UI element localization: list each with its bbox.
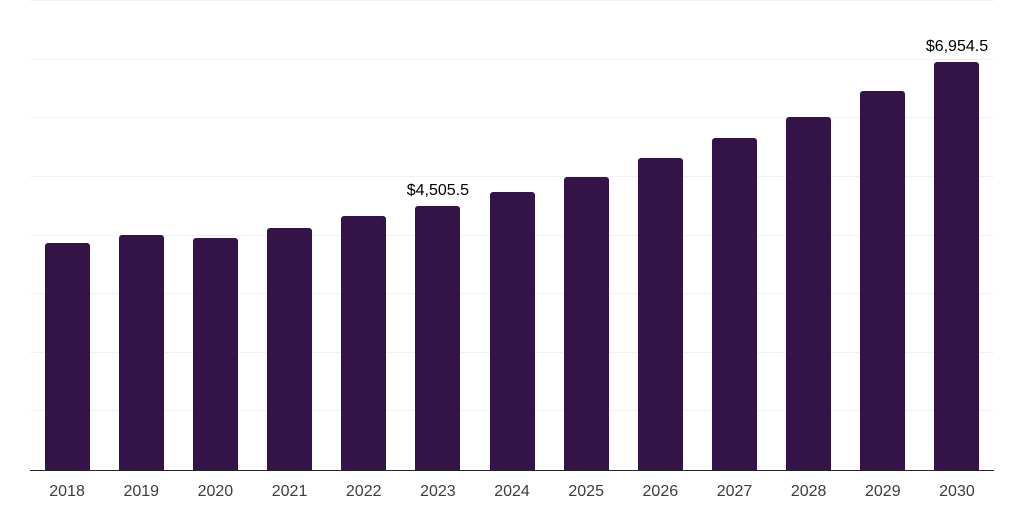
gridline-5000 (30, 175, 994, 177)
bar-slot-2018 (30, 1, 104, 470)
data-label-2030: $6,954.5 (925, 38, 989, 56)
bar-2026 (637, 158, 683, 470)
bar-2025 (563, 176, 609, 470)
gridline-6000 (30, 117, 994, 119)
x-tick-label-2024: 2024 (494, 483, 530, 500)
bar-2030 (934, 62, 980, 470)
gridline-7000 (30, 58, 994, 60)
bars-container: $4,505.5 $6,954.5 (30, 1, 994, 470)
bar-slot-2019 (104, 1, 178, 470)
bar-slot-2022 (327, 1, 401, 470)
x-tick-label-2027: 2027 (716, 483, 753, 500)
bar-2022 (341, 215, 387, 470)
x-tick-label-2022: 2022 (345, 483, 382, 500)
bar-2023 (415, 205, 461, 470)
bar-2024 (489, 191, 535, 470)
bar-slot-2023: $4,505.5 (401, 1, 475, 470)
bar-2027 (711, 138, 757, 470)
bar-slot-2028 (772, 1, 846, 470)
bar-2021 (267, 228, 313, 470)
bar-slot-2030: $6,954.5 (920, 1, 994, 470)
bar-slot-2029 (846, 1, 920, 470)
x-tick-label-2021: 2021 (271, 483, 308, 500)
bar-2018 (44, 242, 90, 470)
x-tick-label-2029: 2029 (865, 483, 901, 500)
bar-2019 (118, 234, 164, 470)
x-tick-label-2025: 2025 (568, 483, 604, 500)
bar-slot-2027 (697, 1, 771, 470)
x-tick-label-2020: 2020 (197, 483, 234, 500)
bar-slot-2024 (475, 1, 549, 470)
data-label-2023: $4,505.5 (406, 181, 469, 199)
x-tick-label-2019: 2019 (123, 483, 160, 500)
plot-area: $4,505.5 $6,954.5 (30, 0, 994, 471)
bar-slot-2026 (623, 1, 697, 470)
x-tick-label-2018: 2018 (49, 483, 85, 500)
bar-slot-2020 (178, 1, 252, 470)
bar-slot-2025 (549, 1, 623, 470)
bar-2029 (860, 91, 906, 470)
bar-slot-2021 (252, 1, 326, 470)
bar-2020 (192, 238, 238, 470)
x-tick-label-2028: 2028 (790, 483, 827, 500)
x-tick-label-2026: 2026 (642, 483, 679, 500)
x-tick-label-2023: 2023 (420, 483, 456, 500)
bar-2028 (786, 116, 832, 470)
x-tick-label-2030: 2030 (939, 483, 975, 500)
x-axis-labels: 2018 2019 2020 2021 2022 2023 2024 2025 2026 2027… (30, 482, 994, 503)
gridline-8000 (30, 0, 994, 1)
